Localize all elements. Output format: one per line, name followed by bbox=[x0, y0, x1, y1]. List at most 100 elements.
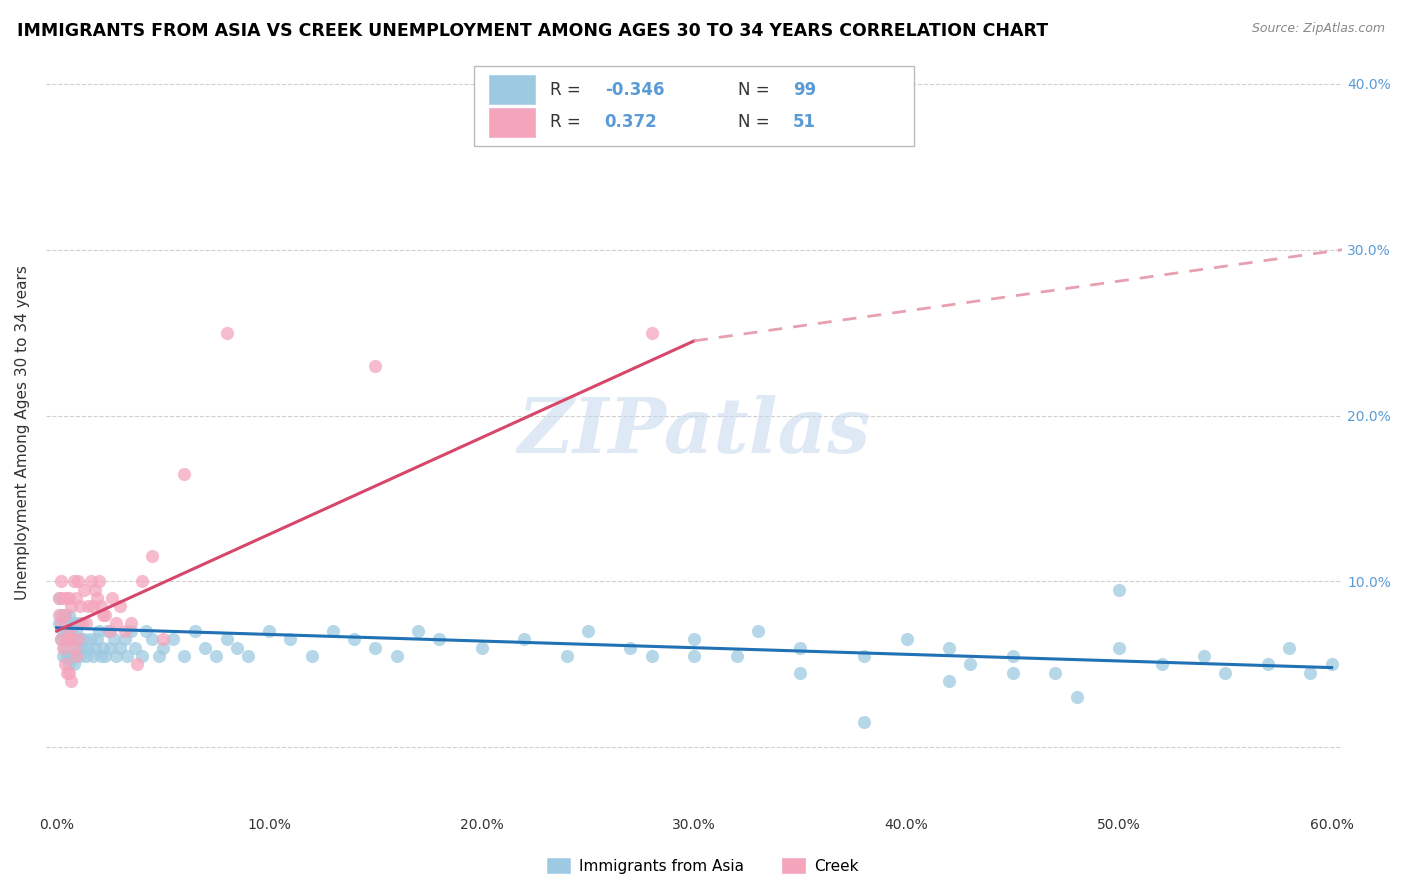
Point bbox=[53, 657, 76, 672]
Point bbox=[1299, 665, 1322, 680]
Point bbox=[98, 640, 121, 655]
Point bbox=[69, 599, 91, 614]
Text: R =: R = bbox=[550, 80, 586, 99]
Text: 51: 51 bbox=[793, 113, 815, 131]
Point bbox=[1192, 648, 1215, 663]
Point bbox=[105, 615, 128, 630]
FancyBboxPatch shape bbox=[489, 108, 534, 136]
Point bbox=[56, 591, 79, 605]
Point bbox=[94, 648, 117, 663]
Point bbox=[103, 632, 125, 647]
Point bbox=[162, 632, 184, 647]
Point bbox=[152, 640, 174, 655]
Point bbox=[280, 632, 302, 647]
Point bbox=[853, 648, 876, 663]
Point bbox=[65, 648, 87, 663]
Point bbox=[48, 615, 70, 630]
Point bbox=[683, 648, 706, 663]
Point bbox=[124, 640, 146, 655]
Point bbox=[131, 574, 153, 589]
Point bbox=[49, 574, 72, 589]
Point bbox=[938, 673, 960, 688]
Point bbox=[1257, 657, 1279, 672]
Point bbox=[1108, 640, 1130, 655]
Y-axis label: Unemployment Among Ages 30 to 34 years: Unemployment Among Ages 30 to 34 years bbox=[15, 265, 30, 599]
Point bbox=[1278, 640, 1301, 655]
Point bbox=[105, 648, 128, 663]
Point bbox=[48, 607, 70, 622]
Point bbox=[82, 648, 104, 663]
Point bbox=[406, 624, 429, 639]
Point bbox=[53, 640, 76, 655]
Point bbox=[62, 632, 84, 647]
Point bbox=[1215, 665, 1237, 680]
Point bbox=[959, 657, 981, 672]
Point bbox=[789, 665, 811, 680]
Point bbox=[619, 640, 641, 655]
Point bbox=[97, 624, 120, 639]
Text: -0.346: -0.346 bbox=[605, 80, 664, 99]
Point bbox=[236, 648, 259, 663]
FancyBboxPatch shape bbox=[474, 66, 914, 146]
Point bbox=[60, 648, 83, 663]
Text: N =: N = bbox=[738, 80, 775, 99]
Point bbox=[65, 624, 87, 639]
Point bbox=[127, 657, 149, 672]
Point bbox=[640, 326, 662, 340]
Point bbox=[49, 607, 72, 622]
Point bbox=[58, 665, 80, 680]
Text: N =: N = bbox=[738, 113, 775, 131]
Point bbox=[49, 632, 72, 647]
Point bbox=[640, 648, 662, 663]
Point bbox=[62, 615, 84, 630]
Point bbox=[152, 632, 174, 647]
Legend: Immigrants from Asia, Creek: Immigrants from Asia, Creek bbox=[541, 852, 865, 880]
Point bbox=[343, 632, 366, 647]
Point bbox=[93, 607, 115, 622]
Point bbox=[75, 648, 97, 663]
Point bbox=[364, 640, 387, 655]
Point bbox=[194, 640, 217, 655]
Point bbox=[53, 607, 76, 622]
Point bbox=[66, 574, 89, 589]
Point bbox=[58, 657, 80, 672]
Point bbox=[56, 632, 79, 647]
Point bbox=[683, 632, 706, 647]
Point bbox=[58, 632, 80, 647]
Point bbox=[60, 599, 83, 614]
Point bbox=[82, 599, 104, 614]
Point bbox=[69, 632, 91, 647]
Point bbox=[83, 640, 105, 655]
Point bbox=[205, 648, 228, 663]
Point bbox=[87, 574, 110, 589]
Point bbox=[110, 640, 132, 655]
Point bbox=[94, 607, 117, 622]
Point bbox=[79, 632, 101, 647]
Point bbox=[60, 673, 83, 688]
Point bbox=[173, 648, 195, 663]
Text: R =: R = bbox=[550, 113, 592, 131]
Point bbox=[56, 624, 79, 639]
Point bbox=[70, 615, 93, 630]
Point bbox=[77, 599, 100, 614]
Point bbox=[60, 624, 83, 639]
Point bbox=[789, 640, 811, 655]
Point bbox=[53, 607, 76, 622]
Point bbox=[98, 624, 121, 639]
Point bbox=[52, 624, 75, 639]
Point bbox=[48, 591, 70, 605]
Text: IMMIGRANTS FROM ASIA VS CREEK UNEMPLOYMENT AMONG AGES 30 TO 34 YEARS CORRELATION: IMMIGRANTS FROM ASIA VS CREEK UNEMPLOYME… bbox=[17, 22, 1047, 40]
Point bbox=[120, 624, 142, 639]
Text: Source: ZipAtlas.com: Source: ZipAtlas.com bbox=[1251, 22, 1385, 36]
Point bbox=[471, 640, 494, 655]
Point bbox=[62, 657, 84, 672]
Point bbox=[120, 615, 142, 630]
Point bbox=[56, 648, 79, 663]
Point bbox=[110, 599, 132, 614]
Point bbox=[1150, 657, 1173, 672]
Point bbox=[747, 624, 769, 639]
Point bbox=[62, 574, 84, 589]
Point bbox=[1045, 665, 1067, 680]
Point bbox=[58, 591, 80, 605]
Point bbox=[513, 632, 536, 647]
